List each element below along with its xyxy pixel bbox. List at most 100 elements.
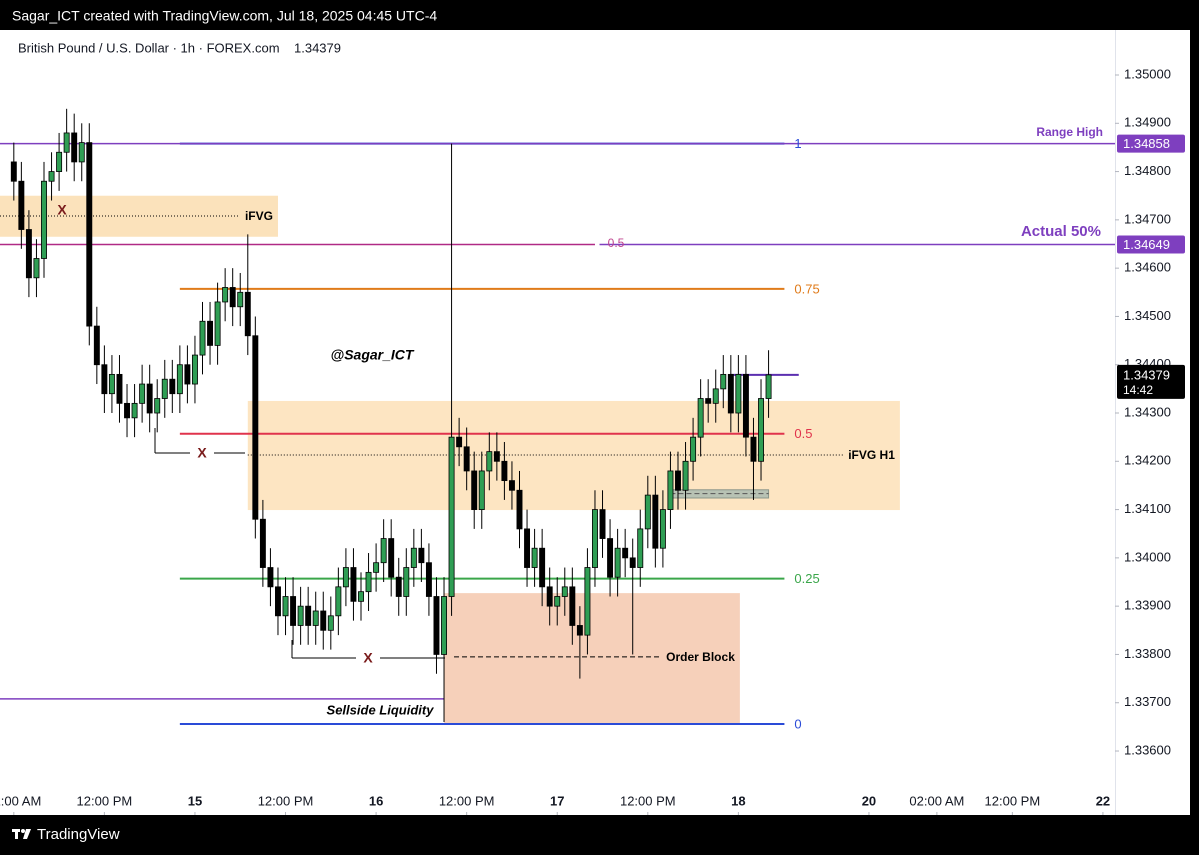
candle-body [561, 586, 568, 597]
candle-body [214, 301, 221, 346]
candle-body [418, 547, 425, 564]
candle-body [735, 373, 742, 414]
candle-body [690, 436, 697, 462]
candle-body [531, 547, 538, 568]
candle-body [78, 142, 85, 163]
y-tick-label: 1.33700 [1124, 694, 1171, 709]
plot [0, 108, 1115, 725]
zone-label: iFVG H1 [848, 448, 895, 462]
candle-body [742, 373, 749, 438]
zone-label: iFVG [245, 209, 273, 223]
candle-body [629, 557, 636, 568]
candle-body [448, 436, 455, 597]
y-tick-label: 1.34900 [1124, 115, 1171, 130]
price-tag [1117, 134, 1185, 153]
candle-body [569, 586, 576, 626]
footer [0, 815, 1199, 855]
candle-body [108, 373, 115, 395]
candle-body [501, 460, 508, 482]
candle-body [229, 287, 236, 308]
candle-body [18, 180, 25, 230]
candle-body [380, 538, 387, 564]
candle-body [199, 320, 206, 356]
candle-body [705, 398, 712, 404]
y-tick-label: 1.33800 [1124, 646, 1171, 661]
y-tick-label: 1.34700 [1124, 211, 1171, 226]
attribution: Sagar_ICT created with TradingView.com, … [12, 8, 437, 24]
x-tick-label: 15 [188, 793, 202, 808]
price-tag-label: 1.34858 [1123, 136, 1170, 151]
countdown: 14:42 [1123, 383, 1153, 397]
candle-body [478, 470, 485, 510]
overlay: British Pound / U.S. Dollar · 1h · FOREX… [0, 30, 1185, 815]
candle-body [388, 538, 395, 578]
candle-body [493, 451, 500, 462]
y-tick-label: 1.34300 [1124, 404, 1171, 419]
candle-body [576, 625, 583, 636]
candle-body [244, 291, 251, 337]
x-tick-label: 12:00 PM [620, 793, 676, 808]
candle-body [116, 373, 123, 404]
price-tag-label: 1.34649 [1123, 237, 1170, 252]
last-price: 1.34379 [1123, 367, 1170, 382]
x-tick-label: 12:00 PM [439, 793, 495, 808]
candle-body [539, 547, 546, 588]
candle-body [48, 171, 55, 182]
candle-body [237, 291, 244, 308]
candle-body [139, 383, 146, 404]
candle-body [524, 528, 531, 568]
candle-body [675, 470, 681, 491]
watermark: @Sagar_ICT [331, 347, 415, 363]
candle-body [403, 567, 410, 597]
candle-body [516, 489, 523, 530]
candle-body [101, 364, 108, 395]
x-tick-label: 17 [550, 793, 564, 808]
x-tick-label: 12:00 PM [985, 793, 1041, 808]
sellside-label: Sellside Liquidity [327, 702, 435, 717]
candle-body [456, 436, 463, 448]
candle-body [305, 605, 312, 626]
candle-body [25, 229, 32, 279]
candle-body [275, 586, 281, 617]
candle-body [395, 576, 402, 597]
y-tick-label: 1.34100 [1124, 501, 1171, 516]
symbol: British Pound / U.S. Dollar · 1h · FOREX… [18, 40, 280, 55]
candle-body [56, 151, 63, 172]
y-tick-label: 1.33900 [1124, 598, 1171, 613]
candle-body [425, 562, 432, 597]
candle-body [365, 571, 372, 593]
candle-body [169, 378, 176, 395]
candle-body [184, 364, 191, 385]
candle-body [607, 538, 614, 578]
candle-body [486, 451, 493, 472]
candle-body [659, 509, 666, 549]
candle-body [146, 383, 153, 414]
range-high-label: Range High [1036, 125, 1103, 139]
candle-body [161, 378, 168, 399]
candle-body [312, 610, 319, 626]
candle-body [124, 402, 130, 419]
candle-body [765, 374, 772, 399]
candle-body [320, 610, 327, 631]
candle-body [41, 180, 47, 259]
candle-body [758, 398, 764, 462]
candle-body [335, 586, 342, 617]
price-axis-border [1115, 30, 1116, 815]
candle-body [373, 562, 380, 573]
price-tag [1117, 235, 1185, 254]
fib-label: 0.75 [794, 281, 819, 296]
candle-body [614, 547, 621, 578]
candle-body [637, 528, 644, 568]
candle-body [191, 354, 198, 385]
candle-body [327, 615, 334, 631]
candle-body [207, 320, 214, 346]
candle-body [131, 402, 138, 419]
candle-body [259, 518, 266, 568]
zone [444, 593, 740, 724]
candle-body [750, 436, 757, 462]
x-tick-label: 16 [369, 793, 383, 808]
fib-label: 0.25 [794, 571, 819, 586]
candle-body [282, 596, 289, 617]
candle-body [554, 596, 561, 607]
y-tick-label: 1.34600 [1124, 260, 1171, 275]
